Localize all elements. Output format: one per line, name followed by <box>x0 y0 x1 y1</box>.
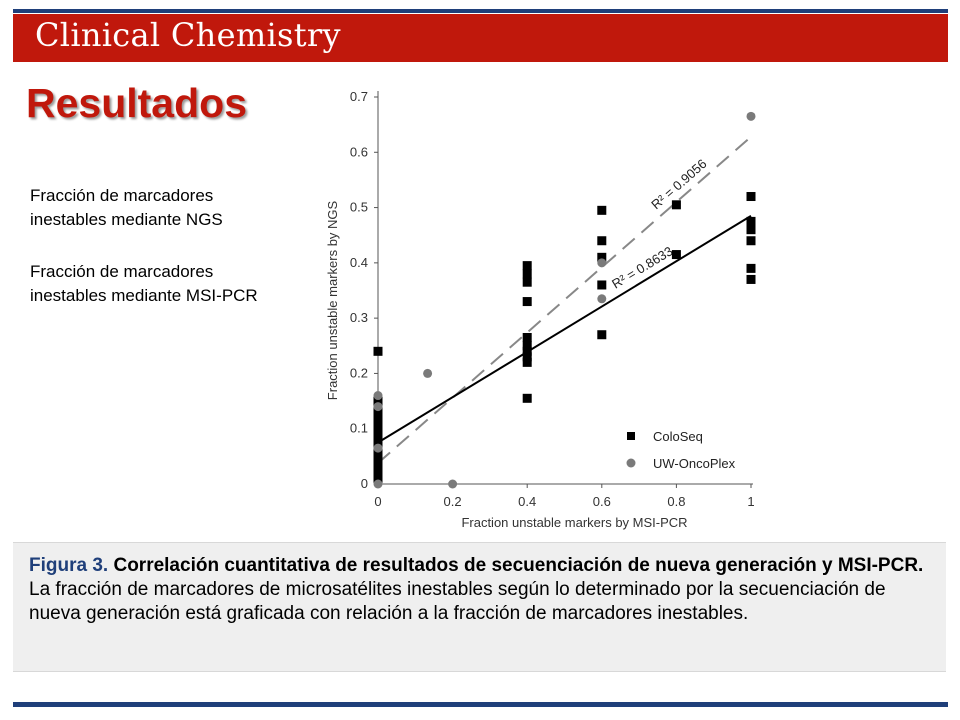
ngs-label: Fracción de marcadores inestables median… <box>30 186 223 229</box>
x-tick-label: 0.2 <box>444 494 462 509</box>
uw-oncoplex-point <box>373 402 383 412</box>
msi-pcr-label: Fracción de marcadores inestables median… <box>30 262 258 305</box>
y-tick-label: 0.7 <box>350 89 368 104</box>
coloseq-point <box>373 396 383 406</box>
x-tick-label: 0.6 <box>593 494 611 509</box>
coloseq-point <box>373 418 383 428</box>
coloseq-point <box>522 341 532 351</box>
coloseq-point <box>597 280 607 290</box>
coloseq-point <box>746 236 756 246</box>
coloseq-point <box>597 330 607 340</box>
coloseq-point <box>373 407 383 417</box>
header-bar: Clinical Chemistry <box>0 0 960 68</box>
coloseq-point <box>373 429 383 439</box>
coloseq-point <box>597 252 607 262</box>
legend-label: UW-OncoPlex <box>653 456 736 471</box>
caption-title: Correlación cuantitativa de resultados d… <box>113 555 924 576</box>
coloseq-point <box>671 250 681 260</box>
coloseq-point <box>373 346 383 356</box>
coloseq-point <box>597 236 607 246</box>
coloseq-point <box>597 205 607 215</box>
coloseq-point <box>373 462 383 472</box>
chart-legend: ColoSeq UW-OncoPlex <box>626 429 736 471</box>
uw-oncoplex-point <box>597 294 607 304</box>
uw-oncoplex-point <box>373 443 383 453</box>
y-tick-label: 0.2 <box>350 365 368 380</box>
uw-oncoplex-point <box>423 368 433 378</box>
slide-title: Resultados <box>26 80 247 126</box>
caption-lead: Figura 3. <box>29 555 109 576</box>
coloseq-point <box>522 346 532 356</box>
legend-label: ColoSeq <box>653 429 703 444</box>
figure-caption: Figura 3. Correlación cuantitativa de re… <box>29 554 929 626</box>
coloseq-point <box>522 297 532 307</box>
x-tick-label: 1 <box>747 494 754 509</box>
figure-caption-box: Figura 3. Correlación cuantitativa de re… <box>13 542 946 672</box>
coloseq-point <box>373 451 383 461</box>
uw-oncoplex-point <box>448 479 458 489</box>
x-tick-label: 0.8 <box>667 494 685 509</box>
journal-title: Clinical Chemistry <box>35 16 341 54</box>
legend-uw-oncoplex-marker <box>626 458 636 468</box>
uw-oncoplex-point <box>373 479 383 489</box>
x-tick-label: 0.4 <box>518 494 536 509</box>
uw-oncoplex-point <box>746 111 756 121</box>
coloseq-point <box>373 435 383 445</box>
y-tick-label: 0.4 <box>350 255 368 270</box>
scatter-chart: 0 0.1 0.2 0.3 0.4 0.5 0.6 0.7 0 0.2 0.4 0.6 0.8 1 Frac… <box>325 89 756 530</box>
coloseq-point <box>373 457 383 467</box>
x-axis-label: Fraction unstable markers by MSI-PCR <box>461 515 687 530</box>
uw-oncoplex-point <box>597 258 607 268</box>
coloseq-point <box>746 274 756 284</box>
data-points <box>373 111 756 489</box>
coloseq-point <box>373 468 383 478</box>
header-banner <box>13 14 948 62</box>
coloseq-point <box>522 357 532 367</box>
coloseq-point <box>746 216 756 226</box>
legend-coloseq-marker <box>627 432 635 440</box>
y-tick-label: 0.5 <box>350 200 368 215</box>
footer-rule <box>13 702 948 707</box>
chart-axes: 0 0.1 0.2 0.3 0.4 0.5 0.6 0.7 0 0.2 0.4 0.6 0.8 1 Frac… <box>325 89 755 530</box>
coloseq-point <box>373 473 383 483</box>
y-tick-label: 0.1 <box>350 421 368 436</box>
y-tick-label: 0 <box>361 476 368 491</box>
uw-oncoplex-point <box>373 391 383 401</box>
coloseq-point <box>522 269 532 279</box>
x-tick-label: 0 <box>374 494 381 509</box>
coloseq-point <box>746 263 756 273</box>
fit-line-solid <box>377 215 752 444</box>
y-axis-label: Fraction unstable markers by NGS <box>325 200 340 400</box>
coloseq-point <box>522 261 532 271</box>
coloseq-point <box>746 192 756 202</box>
fit-line-dashed <box>377 136 752 464</box>
coloseq-point <box>522 393 532 403</box>
caption-body: La fracción de marcadores de microsatéli… <box>29 579 886 624</box>
y-tick-label: 0.6 <box>350 144 368 159</box>
coloseq-point <box>373 413 383 423</box>
coloseq-point <box>522 352 532 362</box>
coloseq-point <box>671 200 681 210</box>
coloseq-point <box>522 277 532 287</box>
coloseq-point <box>746 225 756 235</box>
coloseq-point <box>522 332 532 342</box>
header-top-rule <box>13 9 948 13</box>
y-tick-label: 0.3 <box>350 310 368 325</box>
coloseq-point <box>373 424 383 434</box>
